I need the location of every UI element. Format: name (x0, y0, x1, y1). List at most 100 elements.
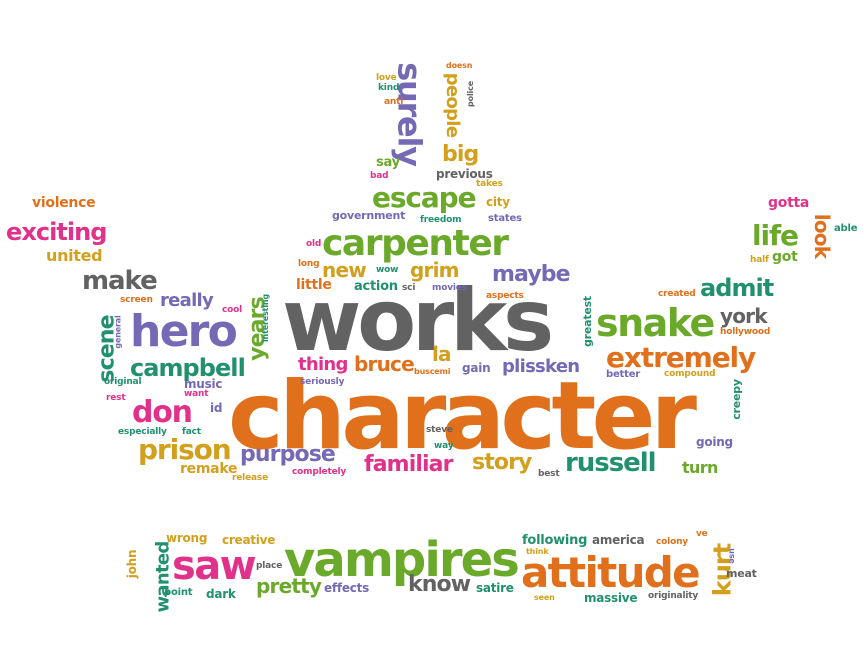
word-general: general (113, 315, 123, 349)
word-russell: russell (565, 448, 657, 478)
word-thing: thing (298, 354, 348, 375)
word-music: music (184, 377, 223, 391)
word-city: city (486, 195, 510, 209)
word-kind: kind (378, 83, 400, 93)
word-freedom: freedom (420, 215, 462, 225)
word-completely: completely (292, 467, 347, 477)
word-gain: gain (462, 361, 491, 375)
word-wow: wow (376, 265, 399, 275)
word-admit: admit (700, 274, 774, 302)
word-aspects: aspects (486, 291, 524, 301)
word-effects: effects (324, 581, 370, 595)
word-especially: especially (118, 427, 167, 437)
word-compound: compound (664, 369, 716, 379)
word-think: think (526, 547, 549, 556)
word-sci: sci (402, 283, 416, 293)
word-id: id (210, 401, 223, 415)
word-movies: movies (432, 283, 467, 293)
word-really: really (160, 290, 214, 311)
word-love: love (376, 73, 397, 83)
word-creepy: creepy (729, 379, 743, 420)
word-use: use (727, 548, 737, 564)
word-government: government (332, 209, 406, 222)
word-action: action (354, 279, 398, 294)
word-purpose: purpose (240, 442, 336, 467)
word-dark: dark (206, 587, 236, 601)
word-screen: screen (120, 295, 153, 305)
word-previous: previous (436, 167, 493, 181)
word-big: big (442, 142, 479, 167)
word-saw: saw (172, 543, 257, 589)
word-got: got (772, 249, 798, 265)
word-turn: turn (682, 458, 718, 477)
word-states: states (488, 213, 522, 224)
word-works: works (282, 271, 554, 371)
word-violence: violence (32, 195, 96, 211)
word-attitude: attitude (521, 548, 701, 597)
word-carpenter: carpenter (322, 223, 509, 264)
word-doesn: doesn (446, 61, 473, 70)
word-look: look (810, 213, 835, 259)
word-story: story (472, 450, 532, 475)
word-going: going (696, 435, 733, 449)
word-following: following (522, 533, 588, 548)
word-long: long (298, 259, 320, 269)
word-campbell: campbell (130, 354, 246, 382)
word-rest: rest (106, 393, 126, 403)
word-takes: takes (476, 179, 503, 189)
word-buscemi: buscemi (414, 367, 451, 376)
word-ve: ve (696, 529, 708, 539)
word-remake: remake (180, 461, 238, 477)
word-seriously: seriously (300, 377, 345, 387)
word-maybe: maybe (492, 262, 571, 287)
word-release: release (232, 473, 269, 483)
word-creative: creative (222, 533, 276, 547)
word-life: life (752, 219, 799, 252)
word-extremely: extremely (606, 341, 756, 374)
word-familiar: familiar (364, 452, 454, 477)
word-make: make (82, 266, 158, 296)
word-want: want (184, 389, 209, 399)
word-steve: steve (426, 425, 453, 435)
word-greatest: greatest (580, 296, 594, 347)
word-little: little (296, 277, 332, 293)
word-escape: escape (372, 181, 477, 214)
word-wrong: wrong (166, 531, 208, 545)
word-character: character (228, 362, 697, 471)
word-wanted: wanted (152, 541, 174, 613)
word-grim: grim (410, 258, 459, 282)
word-united: united (46, 246, 103, 265)
word-original: original (104, 377, 142, 387)
word-interesting: interesting (261, 293, 271, 343)
word-half: half (750, 255, 769, 265)
word-people: people (442, 72, 464, 138)
word-hollywood: hollywood (720, 327, 771, 337)
word-meat: meat (726, 567, 757, 580)
word-anti: anti (384, 97, 404, 107)
word-originality: originality (648, 591, 699, 601)
word-plissken: plissken (502, 356, 580, 377)
word-snake: snake (596, 301, 715, 345)
word-fact: fact (182, 427, 201, 437)
word-say: say (376, 155, 400, 170)
word-old: old (306, 239, 322, 249)
word-don: don (132, 395, 193, 430)
word-gotta: gotta (768, 195, 810, 211)
word-massive: massive (584, 591, 638, 605)
word-able: able (834, 223, 858, 234)
word-better: better (606, 369, 641, 380)
word-prison: prison (138, 433, 232, 466)
word-colony: colony (656, 537, 688, 547)
word-la: la (432, 342, 452, 366)
word-new: new (322, 258, 367, 282)
word-created: created (658, 289, 696, 299)
word-vampires: vampires (284, 532, 520, 588)
word-way: way (434, 441, 454, 451)
word-satire: satire (476, 581, 514, 595)
word-place: place (256, 561, 283, 571)
word-hero: hero (130, 306, 238, 357)
word-best: best (538, 469, 560, 479)
word-exciting: exciting (6, 218, 107, 246)
word-pretty: pretty (256, 574, 322, 598)
word-point: point (164, 587, 193, 598)
